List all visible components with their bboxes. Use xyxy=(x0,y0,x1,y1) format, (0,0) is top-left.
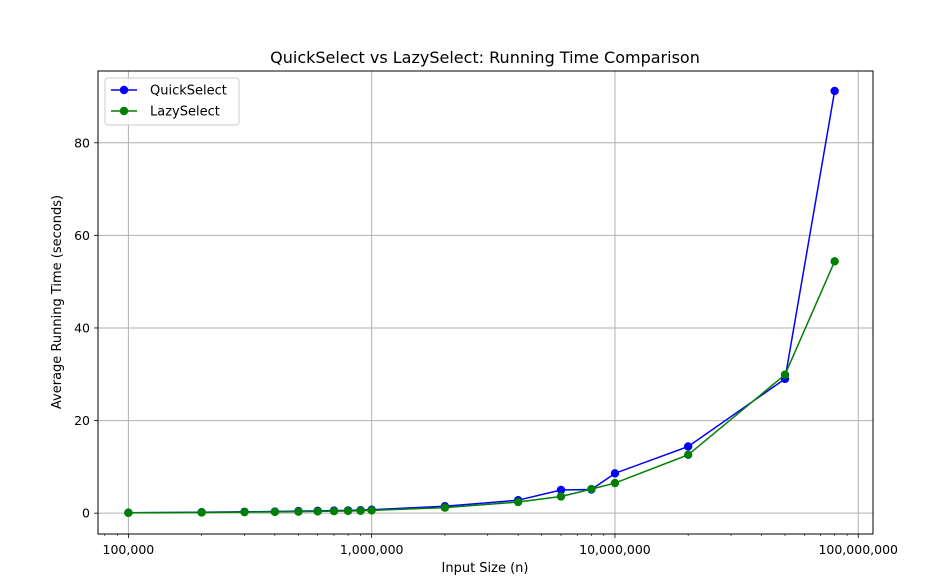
x-tick-label: 100,000,000 xyxy=(818,542,898,557)
y-axis-label: Average Running Time (seconds) xyxy=(50,195,65,409)
data-point xyxy=(513,497,523,507)
data-point xyxy=(356,506,365,515)
data-point xyxy=(124,508,133,517)
x-tick-label: 10,000,000 xyxy=(579,542,651,557)
series-layer xyxy=(124,86,839,517)
y-tick-label: 0 xyxy=(82,506,90,521)
data-point xyxy=(197,508,206,517)
y-axis: 0 20 40 60 80 xyxy=(74,135,98,521)
data-point xyxy=(440,503,450,512)
series-lazyselect xyxy=(124,257,839,517)
legend-item: QuickSelect xyxy=(111,84,227,99)
legend-item: LazySelect xyxy=(111,105,220,120)
data-point xyxy=(683,450,693,460)
data-point xyxy=(610,478,620,488)
data-point xyxy=(556,485,566,495)
data-point xyxy=(367,506,376,515)
x-axis-label: Input Size (n) xyxy=(442,561,529,576)
series-line xyxy=(128,260,836,514)
data-point xyxy=(270,507,280,517)
data-point xyxy=(343,506,353,516)
data-point xyxy=(313,507,322,516)
plot-frame xyxy=(97,70,874,535)
data-point xyxy=(556,492,566,501)
x-tick-label: 100,000 xyxy=(103,542,155,557)
legend: QuickSelect LazySelect xyxy=(104,77,240,126)
data-point xyxy=(610,469,620,478)
legend-box xyxy=(104,77,240,126)
x-axis: 100,000 1,000,000 10,000,000 100,000,000 xyxy=(103,534,898,557)
y-tick-label: 60 xyxy=(74,228,90,243)
x-tick-label: 1,000,000 xyxy=(340,542,404,557)
grid xyxy=(98,71,873,534)
legend-marker xyxy=(119,85,129,95)
data-point xyxy=(780,370,790,379)
legend-label: QuickSelect xyxy=(150,84,227,99)
data-point xyxy=(830,257,839,266)
legend-label: LazySelect xyxy=(150,105,220,120)
data-point xyxy=(294,507,303,516)
data-point xyxy=(683,442,693,451)
data-point xyxy=(240,507,249,517)
data-point xyxy=(587,484,596,494)
legend-marker xyxy=(119,106,129,116)
chart-title: QuickSelect vs LazySelect: Running Time … xyxy=(270,48,700,67)
y-tick-label: 40 xyxy=(74,320,90,335)
y-tick-label: 20 xyxy=(74,413,90,428)
data-point xyxy=(830,86,839,96)
y-tick-label: 80 xyxy=(74,135,90,150)
data-point xyxy=(329,506,339,516)
